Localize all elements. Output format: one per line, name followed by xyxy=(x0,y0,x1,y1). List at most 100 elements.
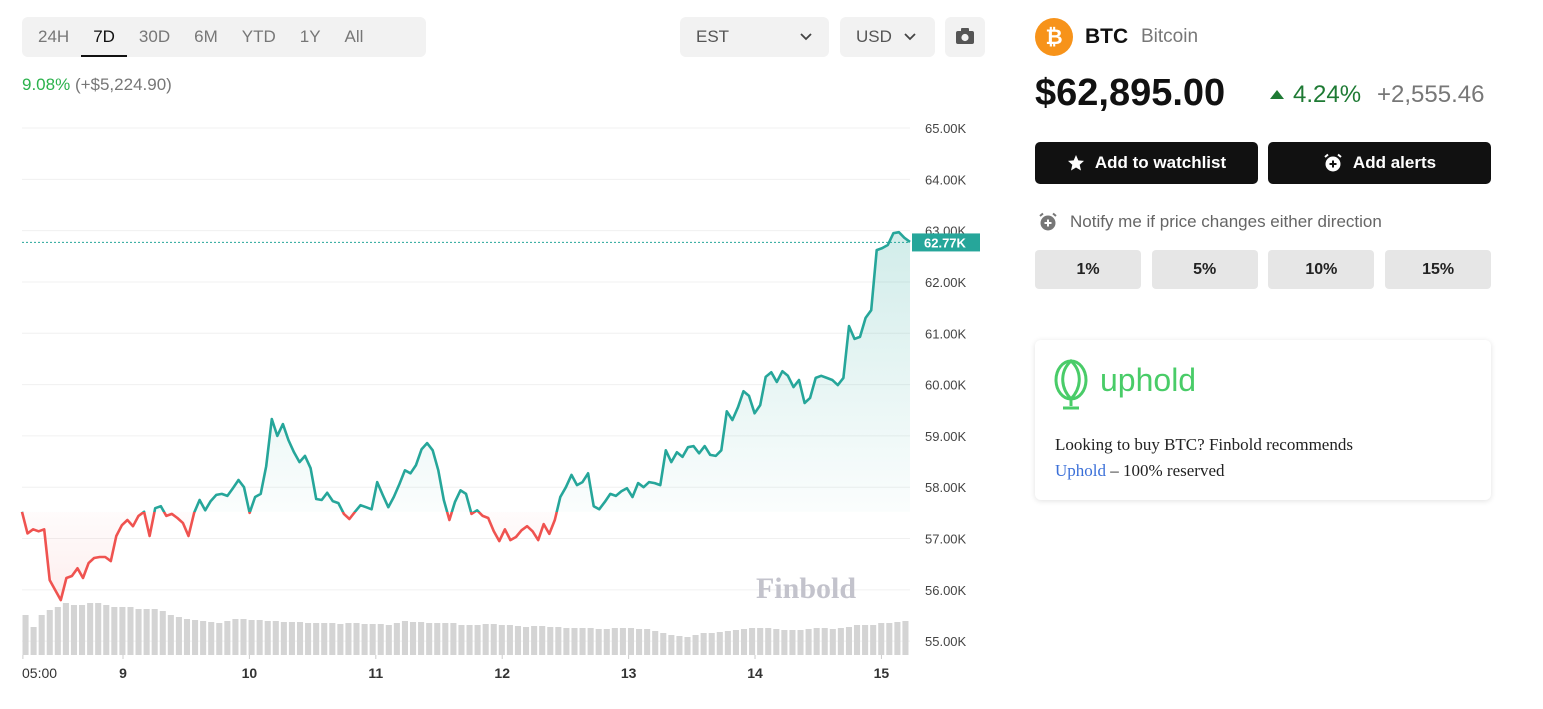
volume-bar xyxy=(514,626,522,655)
volume-bar xyxy=(862,625,869,655)
range-option[interactable]: 7D xyxy=(81,17,127,57)
volume-bar xyxy=(38,615,45,655)
volume-bar xyxy=(200,621,207,655)
range-option[interactable]: YTD xyxy=(241,27,276,46)
volume-bar xyxy=(539,626,546,655)
change-percent: 4.24% xyxy=(1293,81,1362,108)
timezone: EST xyxy=(696,27,730,46)
volume-bar xyxy=(329,623,336,655)
alerts-button[interactable]: Add alerts xyxy=(1268,142,1491,184)
promo-link[interactable]: Uphold xyxy=(1055,461,1106,480)
range-option[interactable]: 6M xyxy=(194,27,218,46)
volume-bar xyxy=(765,628,772,655)
volume-bar xyxy=(345,623,352,655)
last-price-badge xyxy=(912,233,980,252)
promo-text: Looking to buy BTC? Finbold recommends Up… xyxy=(1055,432,1353,484)
volume-bar xyxy=(506,625,513,655)
volume-bar xyxy=(46,610,53,655)
range-option[interactable]: All xyxy=(344,27,364,46)
percent-option[interactable]: 5% xyxy=(1151,250,1258,289)
range-option[interactable]: 30D xyxy=(138,27,171,46)
y-tick-label: 64.00K xyxy=(925,172,967,187)
promo-card: uphold Looking to buy BTC? Finbold recom… xyxy=(1035,340,1491,500)
currency-dropdown[interactable]: USD xyxy=(840,17,935,57)
watchlist-button[interactable]: Add to watchlist xyxy=(1035,142,1258,184)
volume-bar xyxy=(22,615,29,655)
volume-bar xyxy=(135,609,142,655)
volume-bar xyxy=(498,625,505,655)
percent-option[interactable]: 15% xyxy=(1385,250,1492,289)
volume-bar xyxy=(619,628,626,655)
volume-bar xyxy=(821,628,828,655)
volume-bar xyxy=(151,609,158,655)
volume-bar xyxy=(732,630,739,655)
volume-bar xyxy=(296,622,304,655)
volume-bar xyxy=(611,628,618,655)
volume-bar xyxy=(531,626,538,655)
volume-bar xyxy=(167,615,174,655)
volume-bar xyxy=(418,622,425,655)
volume-bar xyxy=(256,620,263,655)
volume-bar xyxy=(684,637,691,655)
volume-bar xyxy=(579,628,586,655)
volume-bar xyxy=(401,621,408,655)
coin-symbol: BTC xyxy=(1085,25,1129,48)
volume-bar xyxy=(305,623,312,655)
volume-bar xyxy=(813,628,820,655)
screenshot-button[interactable] xyxy=(945,17,985,57)
volume-bar xyxy=(87,603,94,655)
brand: uphold xyxy=(1100,362,1197,398)
volume-bar xyxy=(377,624,384,655)
range-option[interactable]: 24H xyxy=(38,27,70,46)
watermark: Finbold xyxy=(756,572,856,605)
volume-bar xyxy=(353,623,360,655)
volume-bar xyxy=(837,628,844,655)
performance-amount: (+$5,224.90) xyxy=(74,75,172,94)
btc-icon: ₿ xyxy=(1035,18,1073,56)
y-tick-label: 59.00K xyxy=(925,429,967,444)
volume-bar xyxy=(474,625,481,655)
performance: 9.08% (+$5,224.90) xyxy=(22,75,172,95)
volume-bar xyxy=(248,620,255,655)
volume-bar xyxy=(692,635,699,655)
range-option[interactable]: 1Y xyxy=(299,27,321,46)
volume-bar xyxy=(79,605,86,655)
volume-bar xyxy=(361,624,368,655)
coin-price: $62,895.00 xyxy=(1035,72,1226,114)
volume-bar xyxy=(773,629,780,655)
volume-bar xyxy=(757,628,764,655)
performance-percent: 9.08% xyxy=(22,75,71,94)
volume-bar xyxy=(878,623,885,655)
volume-bar xyxy=(458,625,465,655)
volume-bar xyxy=(30,627,37,655)
percent-option[interactable]: 10% xyxy=(1268,250,1375,289)
volume-bar xyxy=(627,628,635,655)
timezone-dropdown[interactable]: EST xyxy=(680,17,829,57)
y-tick-label: 58.00K xyxy=(925,480,967,495)
chart: 55.00K 56.00K 57.00K 58.00K 59.00K 60.00K 61.0… xyxy=(20,121,980,681)
notify-text: Notify me if price changes either direct… xyxy=(1070,212,1382,231)
volume-bar xyxy=(563,628,570,655)
volume-bar xyxy=(183,619,191,655)
x-tick-label: 05:00 xyxy=(22,665,57,681)
volume-bar xyxy=(159,611,166,655)
volume-bar xyxy=(337,624,344,655)
volume-bar xyxy=(119,607,126,655)
volume-bar xyxy=(192,620,199,655)
volume-bar xyxy=(280,622,287,655)
promo-line: Looking to buy BTC? Finbold recommends xyxy=(1055,435,1353,454)
volume-bar xyxy=(224,621,231,655)
volume-bar xyxy=(450,623,457,655)
volume-bar xyxy=(103,605,110,655)
volume-bar xyxy=(603,629,610,655)
y-tick-label: 65.00K xyxy=(925,121,967,136)
volume-bar xyxy=(490,624,497,655)
volume-bar xyxy=(636,629,643,655)
percent-option[interactable]: 1% xyxy=(1035,250,1141,289)
volume-bar xyxy=(272,621,279,655)
y-tick-label: 56.00K xyxy=(925,583,967,598)
watchlist-label: Add to watchlist xyxy=(1094,153,1227,172)
volume-bar xyxy=(288,622,295,655)
volume-bar xyxy=(700,633,707,655)
volume-bar xyxy=(668,635,675,655)
